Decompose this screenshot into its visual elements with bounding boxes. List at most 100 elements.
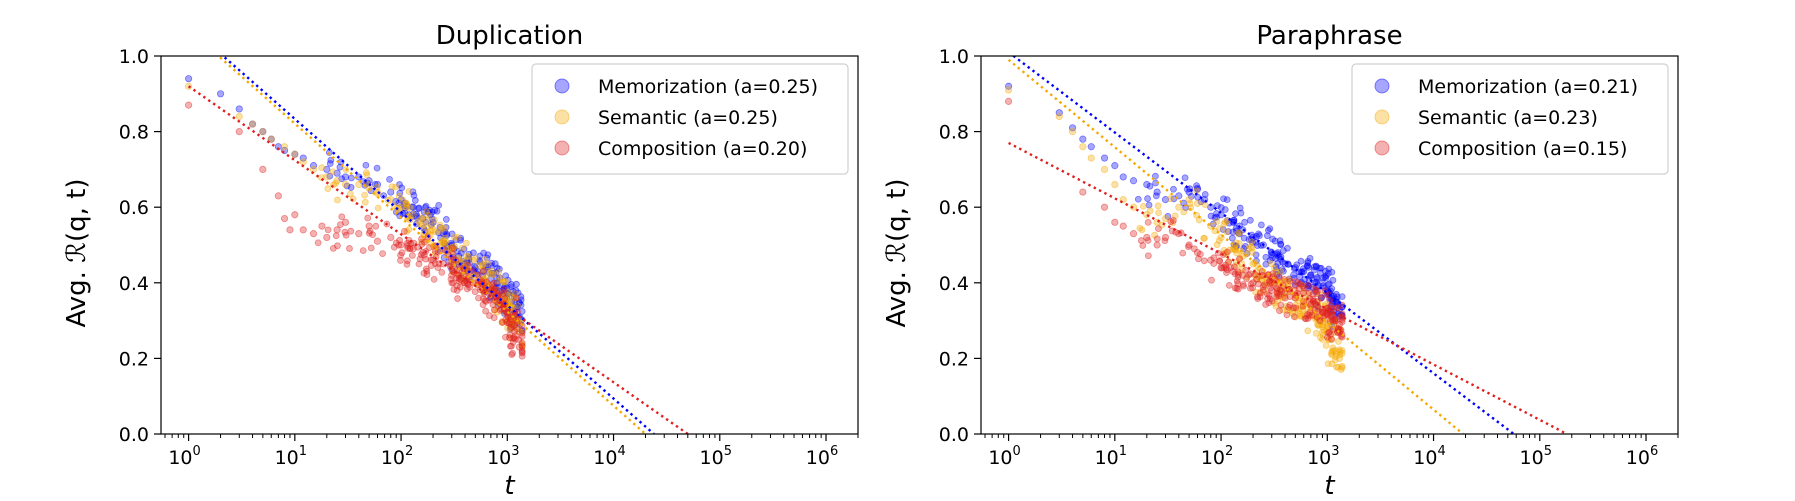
- data-point: [434, 264, 442, 272]
- data-point: [414, 218, 422, 226]
- data-point: [1303, 262, 1311, 270]
- data-point: [395, 199, 403, 207]
- data-point: [412, 210, 420, 218]
- data-point: [1234, 271, 1242, 279]
- data-point: [1268, 254, 1276, 262]
- data-point: [506, 325, 514, 333]
- data-point: [1223, 266, 1231, 274]
- data-point: [482, 273, 490, 281]
- data-point: [341, 218, 350, 226]
- data-point: [1313, 315, 1321, 323]
- data-point: [420, 208, 428, 216]
- data-point: [361, 198, 369, 206]
- data-point: [1004, 97, 1013, 105]
- data-point: [347, 174, 355, 182]
- data-point: [1304, 327, 1312, 335]
- data-point: [1302, 281, 1310, 289]
- data-point: [1336, 348, 1344, 355]
- data-point: [1166, 195, 1174, 203]
- data-point: [1235, 229, 1242, 237]
- data-point: [1201, 234, 1208, 242]
- data-point: [1247, 280, 1255, 288]
- data-point: [480, 249, 487, 257]
- data-point: [441, 240, 448, 247]
- data-point: [448, 271, 456, 279]
- data-point: [425, 211, 432, 219]
- data-point: [517, 293, 525, 301]
- data-point: [1252, 251, 1260, 259]
- data-point: [1296, 312, 1304, 320]
- data-point: [406, 245, 414, 252]
- data-point: [499, 278, 507, 286]
- data-point: [508, 320, 516, 328]
- data-point: [513, 325, 521, 333]
- data-point: [1236, 230, 1243, 238]
- data-point: [323, 233, 331, 242]
- data-point: [1282, 302, 1290, 310]
- data-point: [1296, 280, 1304, 288]
- data-point: [510, 322, 518, 330]
- data-point: [1087, 143, 1095, 151]
- data-point: [1254, 295, 1262, 302]
- data-point: [479, 266, 487, 274]
- data-point: [1295, 285, 1303, 293]
- data-point: [404, 244, 412, 252]
- data-point: [267, 135, 275, 143]
- data-point: [440, 239, 448, 247]
- data-point: [490, 314, 498, 322]
- legend-entry-label: Composition (a=0.20): [598, 138, 807, 160]
- data-point: [487, 262, 495, 270]
- data-point: [1277, 268, 1285, 275]
- data-point: [1004, 86, 1013, 94]
- data-point: [373, 180, 382, 189]
- data-point: [332, 232, 340, 240]
- y-tick-label: 0.0: [119, 424, 149, 446]
- data-point: [455, 252, 463, 260]
- data-point: [346, 245, 353, 252]
- data-point: [1322, 272, 1330, 280]
- data-point: [422, 265, 430, 273]
- y-tick-label: 0.6: [939, 197, 969, 219]
- data-point: [1240, 234, 1248, 242]
- data-point: [1246, 216, 1254, 224]
- x-tick-label: 100: [988, 444, 1020, 469]
- data-point: [280, 143, 289, 151]
- data-point: [423, 217, 431, 224]
- data-point: [1286, 293, 1294, 300]
- data-point: [448, 244, 456, 252]
- data-point: [1137, 237, 1145, 244]
- data-point: [504, 316, 512, 324]
- data-point: [482, 263, 490, 271]
- data-point: [363, 171, 371, 179]
- data-point: [1143, 180, 1151, 189]
- data-point: [430, 275, 438, 283]
- data-point: [1281, 289, 1289, 296]
- data-point: [1268, 286, 1276, 294]
- data-point: [343, 182, 351, 190]
- data-point: [421, 238, 428, 246]
- data-point: [1247, 284, 1254, 292]
- data-point: [481, 297, 489, 304]
- data-point: [1252, 271, 1259, 279]
- data-point: [396, 189, 404, 197]
- data-point: [291, 211, 299, 219]
- data-point: [1263, 290, 1271, 298]
- y-tick-label: 0.6: [119, 197, 149, 219]
- series-1-points: [184, 82, 526, 351]
- data-point: [484, 251, 492, 259]
- data-point: [1328, 285, 1336, 293]
- data-point: [1325, 280, 1333, 288]
- data-point: [499, 292, 507, 300]
- data-point: [405, 211, 413, 219]
- data-point: [1319, 274, 1327, 282]
- data-point: [410, 191, 418, 199]
- data-point: [1262, 253, 1270, 261]
- data-point: [506, 321, 514, 328]
- data-point: [259, 128, 267, 136]
- data-point: [1325, 329, 1332, 337]
- data-point: [216, 90, 225, 98]
- data-point: [1240, 245, 1248, 252]
- data-point: [1221, 218, 1229, 226]
- data-point: [334, 242, 341, 250]
- chart-title: Paraphrase: [1256, 21, 1402, 51]
